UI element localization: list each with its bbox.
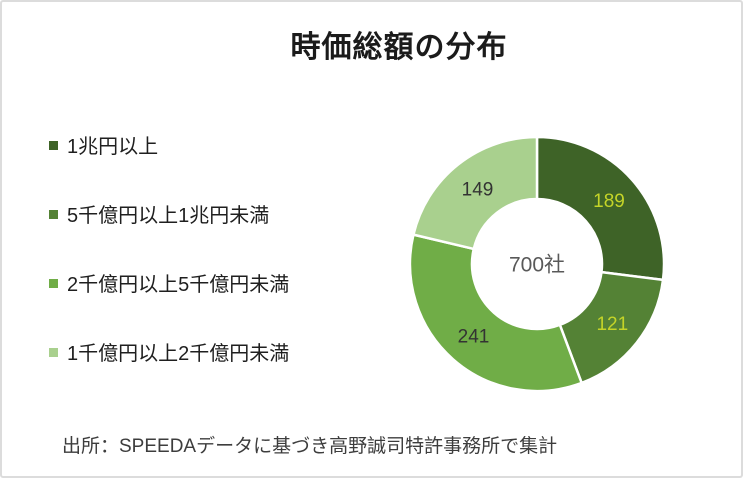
donut-segment — [412, 135, 539, 251]
legend-item-label: 1千億円以上2千億円未満 — [67, 342, 290, 365]
donut-segment — [408, 233, 583, 393]
segment-value-label: 241 — [458, 327, 490, 348]
legend-item-label: 1兆円以上 — [67, 135, 159, 158]
chart-legend: 1兆円以上 5千億円以上1兆円未満 2千億円以上5千億円未満 1千億円以上2千億… — [49, 133, 289, 409]
donut-center-label: 700社 — [509, 253, 565, 276]
legend-color-swatch — [49, 209, 58, 219]
source-note: 出所：SPEEDAデータに基づき高野誠司特許事務所で集計 — [62, 436, 558, 457]
segment-value-label: 149 — [462, 179, 494, 200]
chart-title: 時価総額の分布 — [290, 31, 508, 64]
legend-item: 5千億円以上1兆円未満 — [49, 202, 289, 227]
legend-item: 2千億円以上5千億円未満 — [49, 271, 289, 296]
legend-item: 1千億円以上2千億円未満 — [49, 340, 289, 365]
donut-chart-svg: 189 121 241 149 700社 — [408, 135, 666, 393]
legend-color-swatch — [49, 347, 58, 357]
legend-color-swatch — [49, 140, 58, 150]
legend-item-label: 5千億円以上1兆円未満 — [67, 204, 270, 227]
legend-item-label: 2千億円以上5千億円未満 — [67, 273, 290, 296]
legend-item: 1兆円以上 — [49, 133, 289, 158]
donut-segment — [535, 135, 666, 282]
legend-color-swatch — [49, 278, 58, 288]
segment-value-label: 189 — [593, 191, 625, 212]
segment-value-label: 121 — [596, 314, 628, 335]
donut-chart: 189 121 241 149 700社 — [402, 129, 672, 399]
